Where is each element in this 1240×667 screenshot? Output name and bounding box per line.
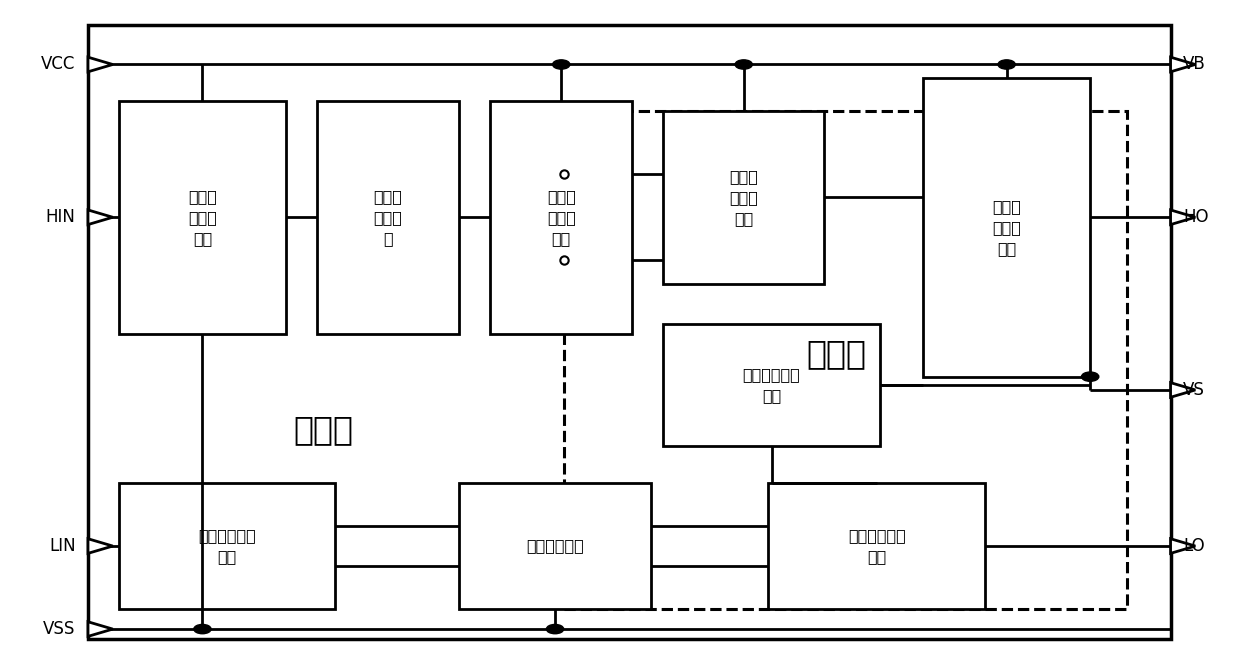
Polygon shape bbox=[88, 622, 113, 636]
Bar bbox=[663, 111, 825, 283]
Text: 高压区: 高压区 bbox=[806, 337, 867, 370]
Polygon shape bbox=[1171, 539, 1195, 554]
Polygon shape bbox=[1171, 57, 1195, 72]
Text: 高侧信
号输入
电路: 高侧信 号输入 电路 bbox=[188, 189, 217, 245]
Text: HIN: HIN bbox=[46, 208, 76, 226]
Polygon shape bbox=[88, 539, 113, 554]
Polygon shape bbox=[1171, 383, 1195, 398]
Text: 高侧通
道逻辑
电路: 高侧通 道逻辑 电路 bbox=[992, 199, 1021, 255]
Text: 低压区: 低压区 bbox=[293, 414, 353, 446]
Text: 低侧延时电路: 低侧延时电路 bbox=[526, 538, 584, 554]
Polygon shape bbox=[88, 210, 113, 225]
Bar bbox=[459, 483, 651, 609]
Text: HO: HO bbox=[1183, 208, 1209, 226]
Bar bbox=[88, 25, 1171, 639]
Text: VS: VS bbox=[1183, 381, 1205, 399]
Text: VCC: VCC bbox=[41, 55, 76, 73]
Bar bbox=[564, 111, 1127, 609]
Bar bbox=[119, 483, 336, 609]
Bar bbox=[923, 78, 1090, 377]
Text: 下行电平移位
电路: 下行电平移位 电路 bbox=[743, 367, 801, 403]
Text: VB: VB bbox=[1183, 55, 1205, 73]
Polygon shape bbox=[1171, 210, 1195, 225]
Bar bbox=[490, 101, 632, 334]
Bar bbox=[317, 101, 459, 334]
Text: 上行电
平移位
电路: 上行电 平移位 电路 bbox=[547, 189, 575, 245]
Text: 低侧信号输出
电路: 低侧信号输出 电路 bbox=[848, 528, 905, 564]
Bar bbox=[769, 483, 985, 609]
Text: LIN: LIN bbox=[50, 537, 76, 555]
Circle shape bbox=[998, 60, 1016, 69]
Circle shape bbox=[193, 624, 211, 634]
Circle shape bbox=[547, 624, 564, 634]
Polygon shape bbox=[88, 57, 113, 72]
Circle shape bbox=[1081, 372, 1099, 382]
Text: LO: LO bbox=[1183, 537, 1204, 555]
Circle shape bbox=[735, 60, 753, 69]
Circle shape bbox=[553, 60, 570, 69]
Text: 低侧信号输入
电路: 低侧信号输入 电路 bbox=[198, 528, 255, 564]
Bar bbox=[663, 323, 880, 446]
Text: 窄脉冲
产生电
路: 窄脉冲 产生电 路 bbox=[373, 189, 403, 245]
Bar bbox=[119, 101, 286, 334]
Text: VSS: VSS bbox=[43, 620, 76, 638]
Text: 保护信
号产生
电路: 保护信 号产生 电路 bbox=[729, 169, 758, 226]
